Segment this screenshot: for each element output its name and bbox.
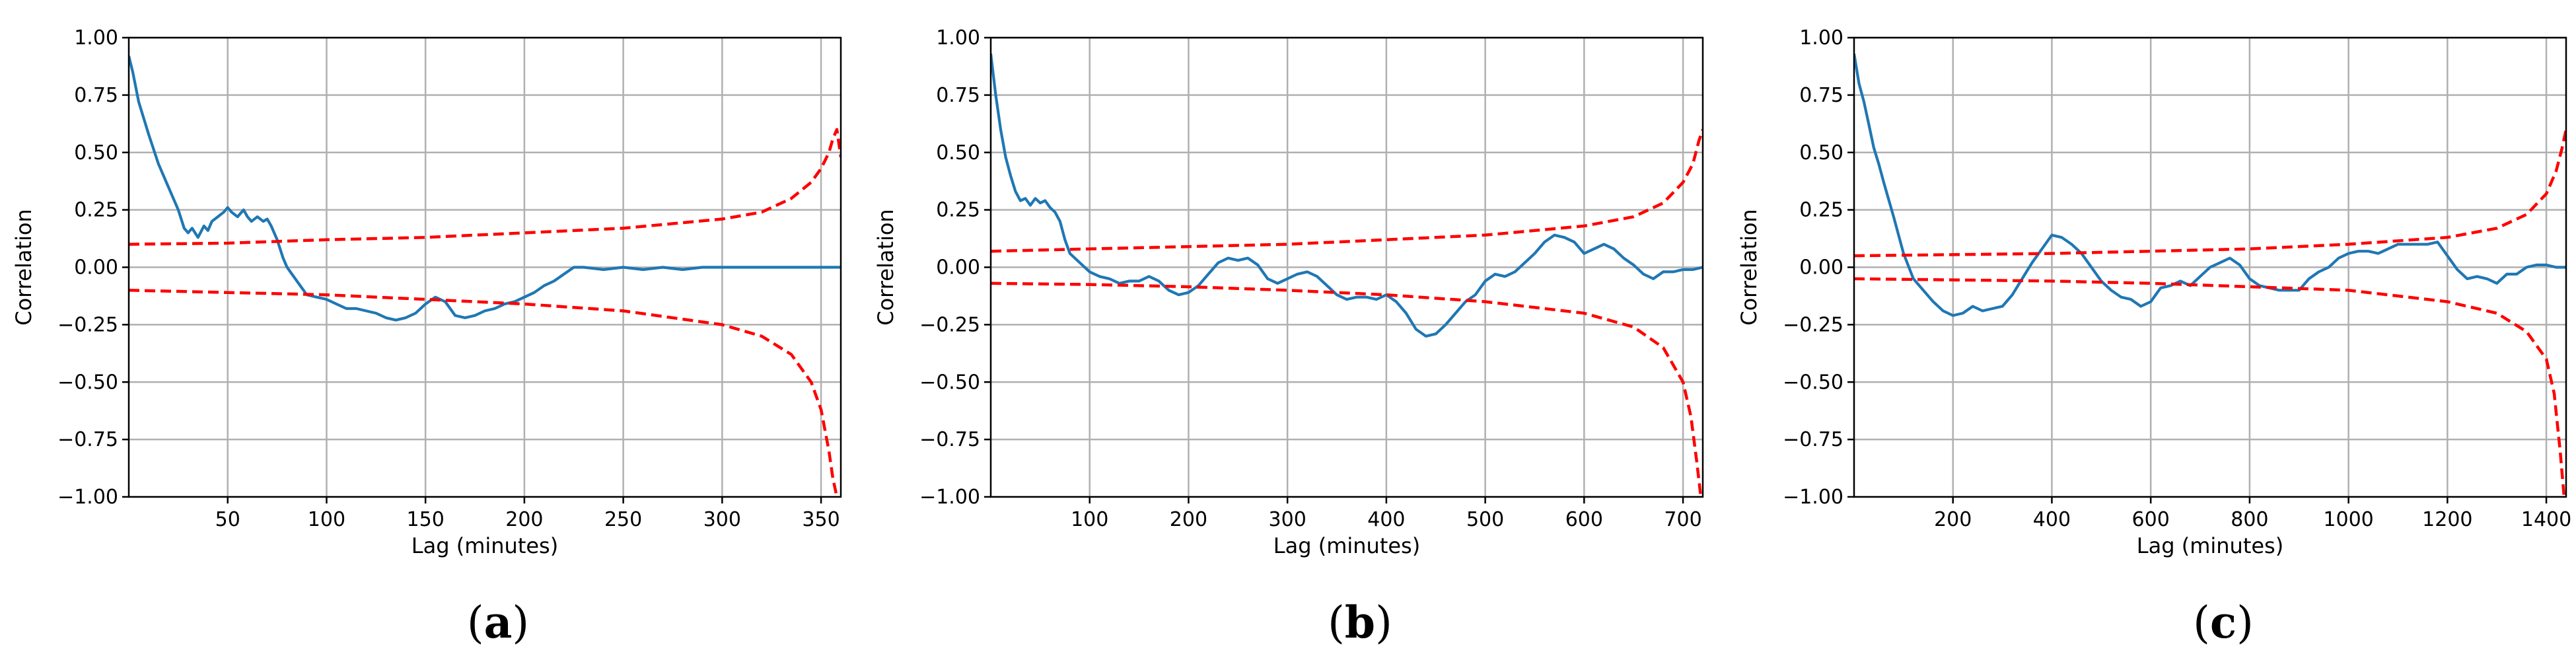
y-tick-label: −0.50 [57, 371, 118, 394]
panel-label-open: ( [1328, 597, 1345, 648]
panel-label: (c) [2193, 597, 2254, 648]
acf-line [129, 56, 841, 322]
x-tick-label: 200 [1934, 508, 1972, 531]
y-tick-label: −1.00 [57, 486, 118, 509]
x-tick-label: 200 [1170, 508, 1207, 531]
lower-confidence-bound [129, 289, 839, 497]
x-axis-label: Lag (minutes) [1273, 533, 1420, 558]
acf-line [1854, 53, 2566, 317]
y-tick-label: 0.25 [1799, 199, 1843, 222]
y-tick-label: −0.75 [919, 428, 980, 451]
y-tick-label: −1.00 [919, 486, 980, 509]
y-axis-label: Correlation [1736, 209, 1762, 325]
panel-label-close: ) [2236, 597, 2254, 648]
y-axis-label: Correlation [873, 209, 898, 325]
panel-label-open: ( [2193, 597, 2210, 648]
panel-label-letter: b [1345, 597, 1375, 648]
panel-label-close: ) [512, 597, 529, 648]
y-tick-label: 0.00 [1799, 256, 1843, 279]
y-tick-label: −0.25 [919, 313, 980, 336]
upper-confidence-bound [129, 128, 841, 246]
lower-confidence-bound [1854, 277, 2566, 497]
y-tick-label: 0.50 [74, 141, 118, 165]
x-tick-label: 1400 [2521, 508, 2571, 531]
y-tick-label: 0.75 [936, 84, 980, 107]
chart-panel-c: 200 400 600 800 1000 1200 1400 −1.00 −0.75 −0.50 −… [1736, 26, 2571, 648]
y-tick-label: 1.00 [74, 26, 118, 50]
panel-label-open: ( [467, 597, 484, 648]
x-tick-label: 300 [703, 508, 741, 531]
chart-panel-a: 50 100 150 200 250 300 350 −1.00 −0.75 −0.50 −0.25… [11, 26, 842, 648]
x-tick-label: 300 [1269, 508, 1306, 531]
y-tick-label: 1.00 [936, 26, 980, 50]
y-tick-label: −0.25 [57, 313, 118, 336]
x-tick-label: 50 [215, 508, 240, 531]
y-tick-label: 0.25 [74, 199, 118, 222]
x-axis-label: Lag (minutes) [411, 533, 558, 558]
y-tick-label: −1.00 [1783, 486, 1843, 509]
x-tick-label: 200 [505, 508, 543, 531]
x-tick-label: 100 [308, 508, 345, 531]
panel-label-letter: a [484, 597, 513, 648]
upper-confidence-bound [991, 129, 1703, 253]
chart-panel-b: 100 200 300 400 500 600 700 −1.00 −0.75 −0.50 −0.2… [873, 26, 1704, 648]
y-tick-label: −0.50 [919, 371, 980, 394]
y-tick-label: 0.50 [936, 141, 980, 165]
y-tick-label: 0.50 [1799, 141, 1843, 165]
x-tick-label: 150 [407, 508, 445, 531]
lower-confidence-bound [991, 281, 1703, 497]
x-tick-label: 250 [604, 508, 642, 531]
x-tick-label: 700 [1664, 508, 1701, 531]
y-tick-label: 0.00 [74, 256, 118, 279]
y-tick-label: 0.25 [936, 199, 980, 222]
x-tick-label: 1000 [2323, 508, 2373, 531]
x-tick-label: 500 [1466, 508, 1504, 531]
x-tick-label: 800 [2231, 508, 2268, 531]
y-tick-label: 0.75 [1799, 84, 1843, 107]
x-tick-label: 400 [1367, 508, 1405, 531]
y-tick-label: 1.00 [1799, 26, 1843, 50]
panel-label: (a) [467, 597, 529, 648]
x-axis-label: Lag (minutes) [2137, 533, 2283, 558]
grid [991, 36, 1703, 498]
panel-label: (b) [1328, 597, 1392, 648]
y-tick-label: 0.00 [936, 256, 980, 279]
y-tick-label: −0.50 [1783, 371, 1843, 394]
panel-label-close: ) [1375, 597, 1392, 648]
x-tick-label: 1200 [2422, 508, 2472, 531]
y-axis-label: Correlation [11, 209, 36, 325]
y-tick-label: −0.25 [1783, 313, 1843, 336]
upper-confidence-bound [1854, 129, 2566, 258]
y-tick-label: 0.75 [74, 84, 118, 107]
y-tick-label: −0.75 [1783, 428, 1843, 451]
x-tick-label: 100 [1071, 508, 1108, 531]
x-tick-label: 400 [2033, 508, 2071, 531]
x-tick-label: 600 [2132, 508, 2170, 531]
acf-line [991, 54, 1703, 338]
y-tick-label: −0.75 [57, 428, 118, 451]
panel-label-letter: c [2210, 597, 2236, 648]
x-tick-label: 350 [802, 508, 840, 531]
x-tick-label: 600 [1565, 508, 1603, 531]
